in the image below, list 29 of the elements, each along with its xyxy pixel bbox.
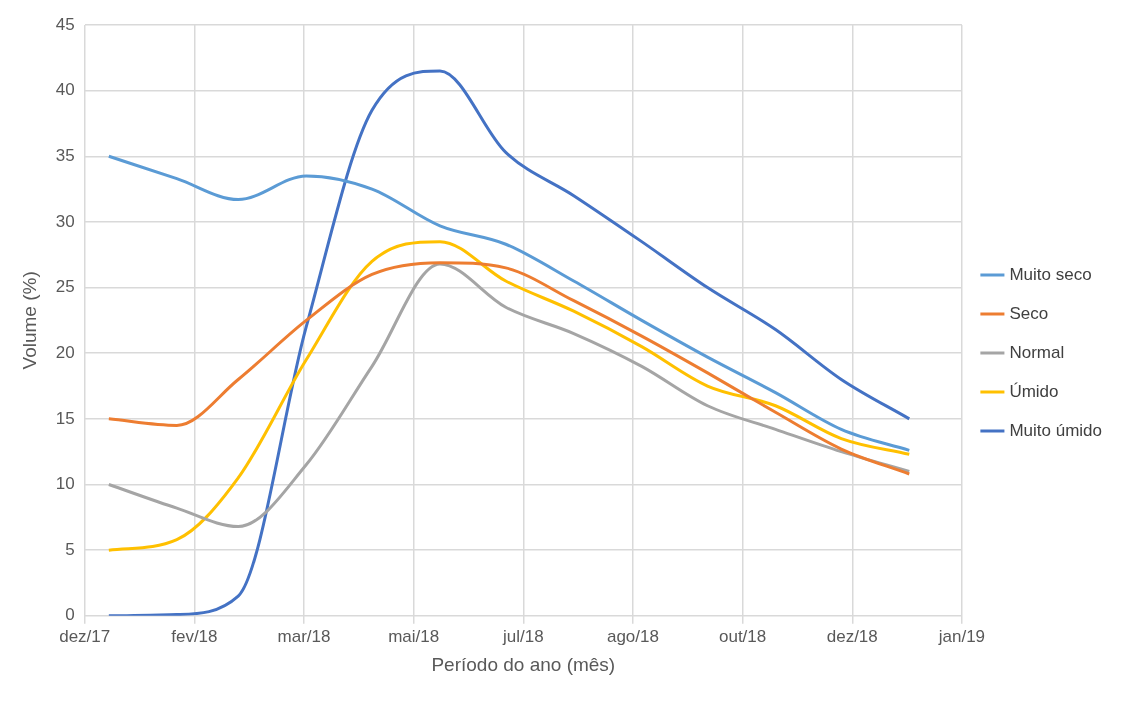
x-tick-label: out/18 — [718, 626, 767, 646]
x-tick-label: jul/18 — [501, 626, 544, 646]
y-tick-label: 0 — [65, 605, 75, 625]
x-tick-label: ago/18 — [606, 626, 659, 646]
y-tick-label: 35 — [55, 145, 75, 165]
line-series — [107, 154, 911, 452]
y-tick-label: 30 — [55, 211, 75, 231]
legend-label: Muito úmido — [1009, 420, 1103, 440]
legend-label: Úmido — [1009, 381, 1059, 401]
legend-label: Muito seco — [1009, 264, 1092, 284]
x-tick-label: jan/19 — [937, 626, 986, 646]
x-axis-title: Período do ano (mês) — [431, 653, 616, 675]
y-tick-label: 40 — [55, 80, 75, 100]
x-tick-label: fev/18 — [171, 626, 218, 646]
y-tick-label: 5 — [65, 539, 75, 559]
x-tick-label: mai/18 — [388, 626, 440, 646]
y-tick-label: 15 — [55, 408, 75, 428]
x-tick-label: dez/17 — [59, 626, 111, 646]
x-tick-label: mar/18 — [277, 626, 331, 646]
y-tick-label: 20 — [55, 342, 75, 362]
y-tick-label: 45 — [55, 14, 75, 34]
x-tick-label: dez/18 — [826, 626, 878, 646]
y-tick-label: 10 — [55, 474, 75, 494]
line-series — [107, 261, 911, 476]
line-series — [107, 69, 911, 616]
y-axis-title: Volume (%) — [18, 271, 40, 370]
y-tick-label: 25 — [55, 277, 75, 297]
legend-label: Normal — [1009, 342, 1065, 362]
legend-label: Seco — [1009, 303, 1049, 323]
